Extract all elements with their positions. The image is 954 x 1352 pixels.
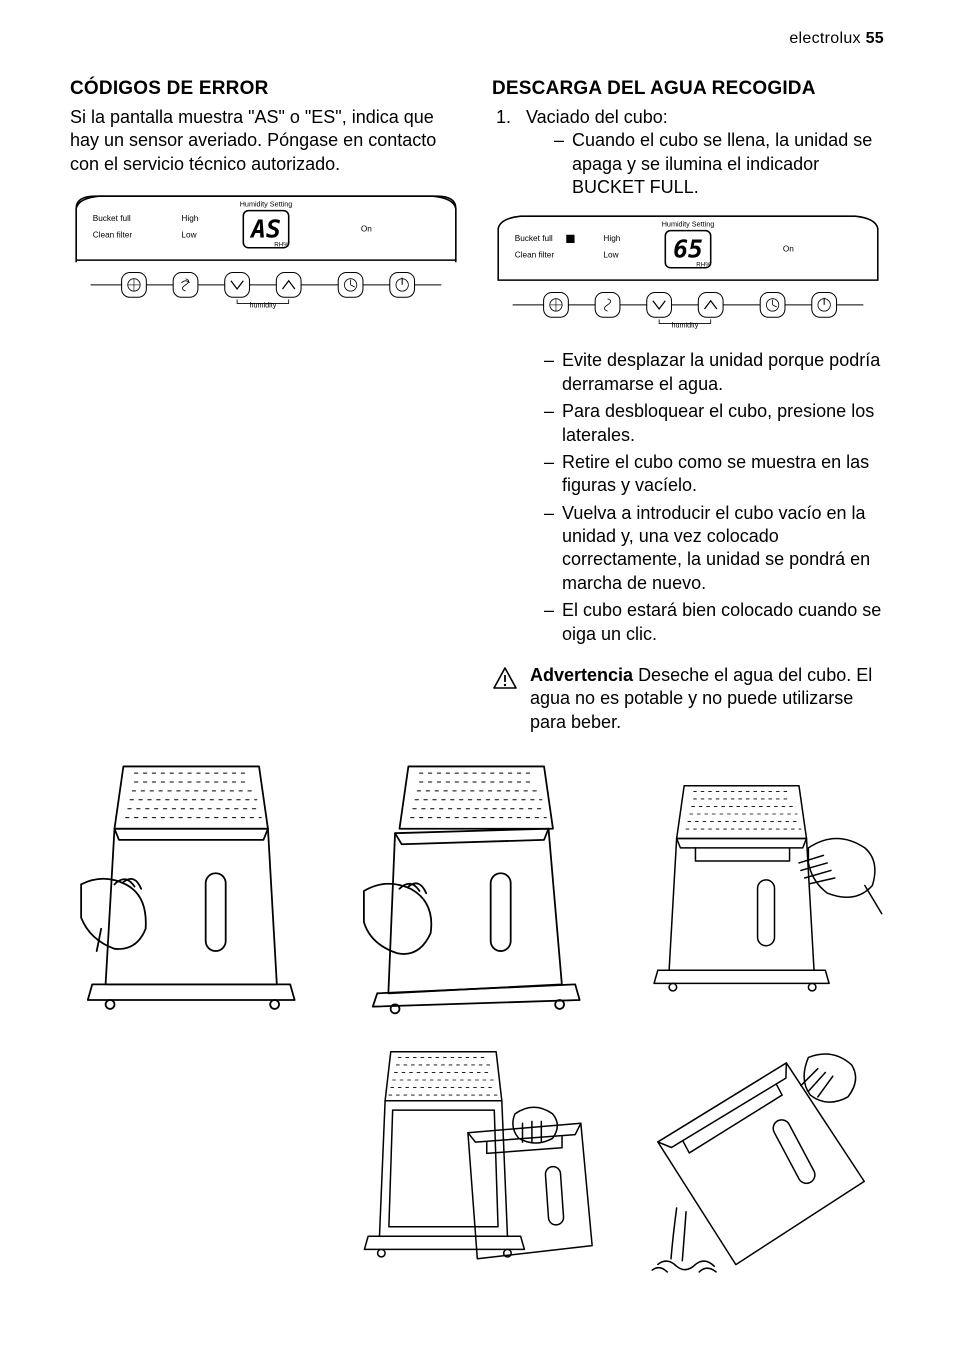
label-on: On xyxy=(783,244,794,253)
numbered-list: Vaciado del cubo: Cuando el cubo se llen… xyxy=(492,106,884,200)
timer-button-icon xyxy=(338,273,363,298)
fan-button-icon xyxy=(595,292,620,317)
label-high: High xyxy=(603,234,620,243)
two-column-layout: CÓDIGOS DE ERROR Si la pantalla muestra … xyxy=(70,78,884,734)
humidity-down-button-icon xyxy=(225,273,250,298)
label-clean-filter: Clean filter xyxy=(515,250,555,259)
figure-empty-cell xyxy=(70,1048,315,1283)
dash-list-bottom: Evite desplazar la unidad porque podría … xyxy=(492,349,884,646)
label-humidity-setting: Humidity Setting xyxy=(240,200,293,209)
label-low: Low xyxy=(603,250,618,259)
bullet-bottom-4: El cubo estará bien colocado cuando se o… xyxy=(544,599,884,646)
label-on: On xyxy=(361,224,372,233)
power-button-icon xyxy=(390,273,415,298)
bullet-bottom-3: Vuelva a introducir el cubo vacío en la … xyxy=(544,502,884,596)
control-panel-figure-65: Bucket full Clean filter High Low Humidi… xyxy=(492,210,884,334)
page-number: 55 xyxy=(866,30,884,47)
label-rh: RH% xyxy=(274,242,289,249)
humidity-down-button-icon xyxy=(647,292,672,317)
list-item-1-text: Vaciado del cubo: xyxy=(526,107,668,127)
page-header: electrolux 55 xyxy=(70,30,884,48)
label-humidity: humidity xyxy=(249,301,276,310)
fan-button-icon xyxy=(173,273,198,298)
figure-pull-bucket xyxy=(355,762,600,1018)
bullet-top-0: Cuando el cubo se llena, la unidad se ap… xyxy=(554,129,884,199)
bullet-bottom-0: Evite desplazar la unidad porque podría … xyxy=(544,349,884,396)
warning-icon xyxy=(492,666,518,692)
bucket-full-indicator-icon xyxy=(566,234,574,242)
label-clean-filter: Clean filter xyxy=(93,231,133,240)
error-codes-title: CÓDIGOS DE ERROR xyxy=(70,78,462,100)
timer-button-icon xyxy=(760,292,785,317)
figure-press-sides xyxy=(70,762,315,1018)
label-rh: RH% xyxy=(696,261,711,268)
dash-list-top: Cuando el cubo se llena, la unidad se ap… xyxy=(526,129,884,199)
button-row: humidity xyxy=(91,273,442,310)
bullet-bottom-2: Retire el cubo como se muestra en las fi… xyxy=(544,451,884,498)
label-high: High xyxy=(181,214,198,223)
warning-block: Advertencia Deseche el agua del cubo. El… xyxy=(492,664,884,734)
brand-name: electrolux xyxy=(789,30,860,47)
display-value-65: 65 xyxy=(673,234,703,263)
left-column: CÓDIGOS DE ERROR Si la pantalla muestra … xyxy=(70,78,462,734)
figure-pour-water xyxy=(639,1048,884,1283)
figure-bucket-removed xyxy=(355,1048,600,1283)
error-codes-paragraph: Si la pantalla muestra "AS" o "ES", indi… xyxy=(70,106,462,176)
humidity-up-button-icon xyxy=(276,273,301,298)
control-panel-svg-65: Bucket full Clean filter High Low Humidi… xyxy=(492,210,884,334)
filter-button-icon xyxy=(122,273,147,298)
control-panel-figure-as: Bucket full Clean filter High Low Humidi… xyxy=(70,190,462,314)
bullet-bottom-1: Para desbloquear el cubo, presione los l… xyxy=(544,400,884,447)
power-button-icon xyxy=(812,292,837,317)
humidity-up-button-icon xyxy=(698,292,723,317)
control-panel-svg-as: Bucket full Clean filter High Low Humidi… xyxy=(70,190,462,314)
bucket-removal-figure-grid xyxy=(70,762,884,1283)
warning-text: Advertencia Deseche el agua del cubo. El… xyxy=(530,664,884,734)
label-bucket-full: Bucket full xyxy=(93,214,131,223)
warning-label: Advertencia xyxy=(530,665,633,685)
label-bucket-full: Bucket full xyxy=(515,234,553,243)
list-item-1: Vaciado del cubo: Cuando el cubo se llen… xyxy=(516,106,884,200)
label-low: Low xyxy=(181,231,196,240)
label-humidity: humidity xyxy=(671,320,698,329)
display-value-as: AS xyxy=(249,215,281,244)
drain-water-title: DESCARGA DEL AGUA RECOGIDA xyxy=(492,78,884,100)
label-humidity-setting: Humidity Setting xyxy=(662,219,715,228)
figure-grip-handle xyxy=(639,762,884,1018)
right-column: DESCARGA DEL AGUA RECOGIDA Vaciado del c… xyxy=(492,78,884,734)
filter-button-icon xyxy=(544,292,569,317)
button-row: humidity xyxy=(513,292,864,329)
